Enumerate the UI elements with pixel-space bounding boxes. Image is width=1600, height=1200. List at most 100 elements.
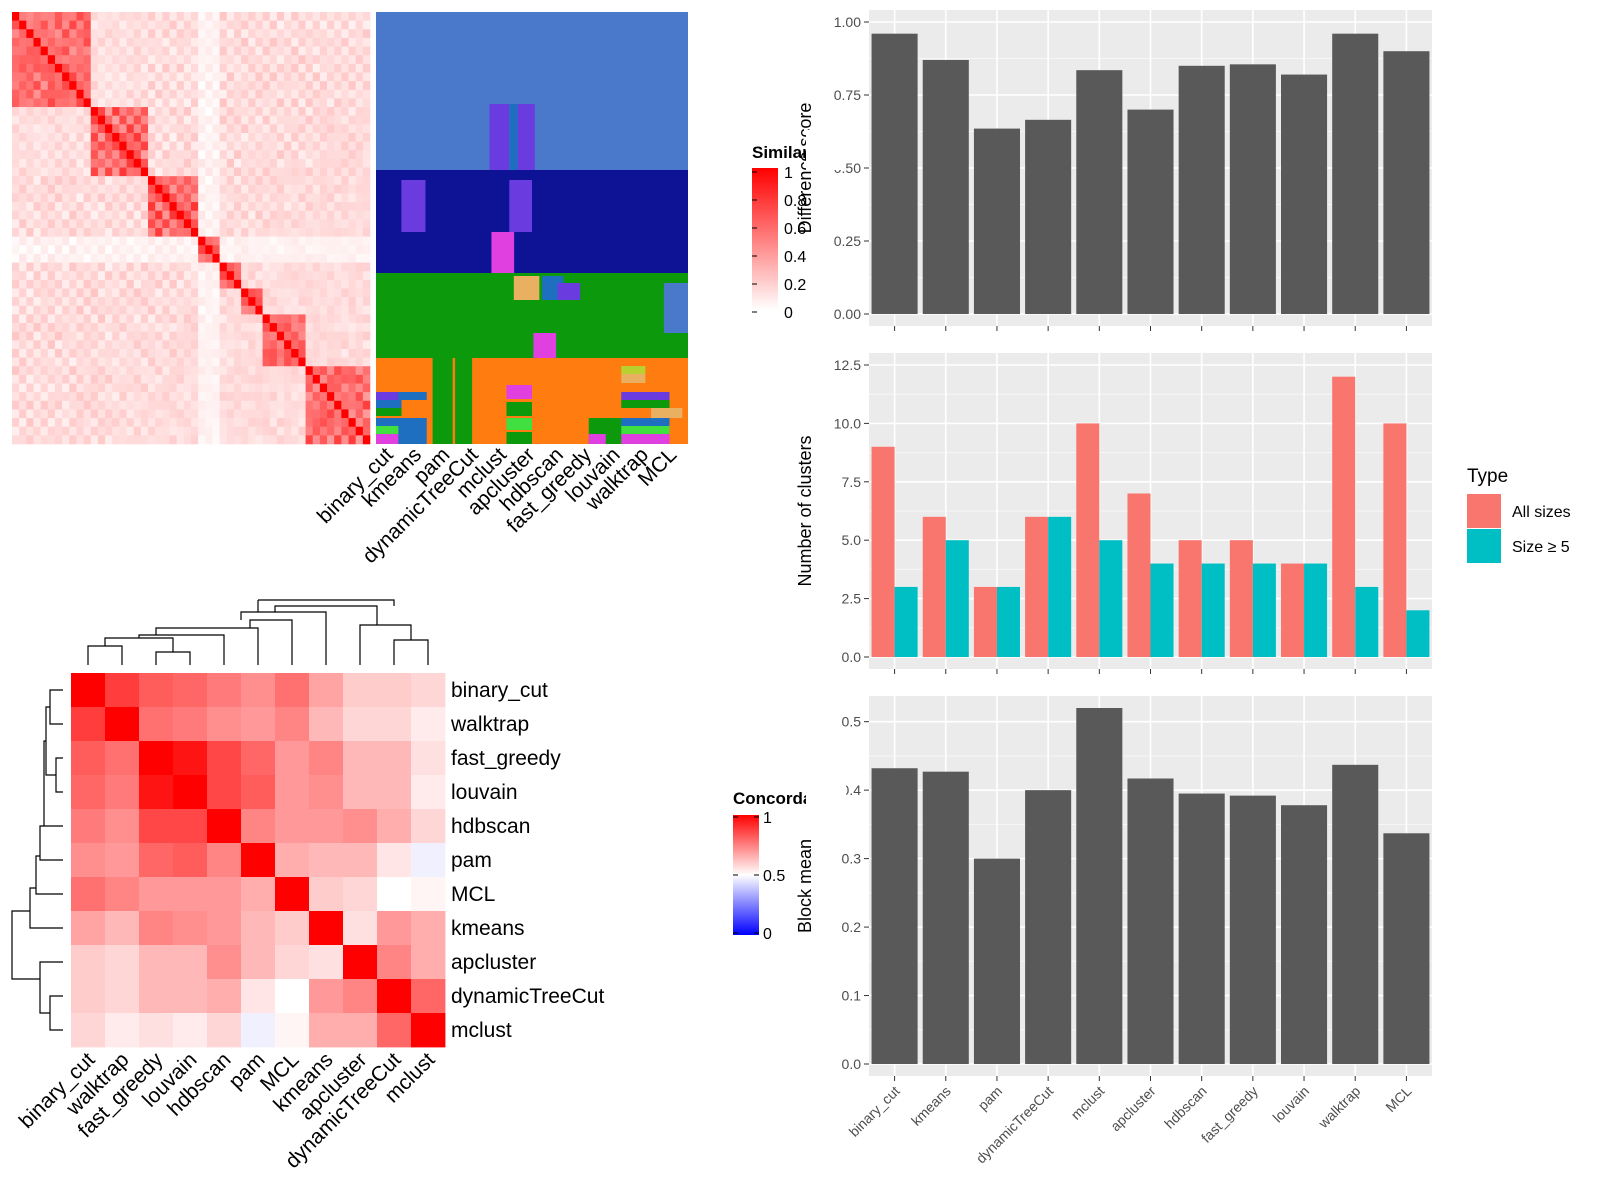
similarity-cell — [355, 366, 364, 376]
similarity-cell — [47, 63, 56, 73]
similarity-cell — [62, 124, 70, 134]
similarity-cell — [183, 228, 192, 237]
similarity-cell — [40, 409, 49, 419]
similarity-cell — [62, 374, 70, 384]
similarity-cell — [341, 366, 349, 376]
similarity-cell — [47, 141, 56, 151]
similarity-cell — [341, 107, 349, 116]
concordance-cell — [105, 911, 140, 946]
similarity-cell — [276, 314, 285, 324]
similarity-cell — [348, 279, 356, 289]
similarity-cell — [327, 357, 335, 367]
similarity-cell — [40, 262, 49, 272]
cluster-cell — [621, 408, 646, 418]
similarity-cell — [133, 348, 142, 358]
similarity-cell — [334, 20, 342, 30]
similarity-cell — [348, 314, 356, 324]
similarity-cell — [305, 150, 314, 160]
similarity-cell — [327, 400, 335, 410]
similarity-cell — [47, 202, 56, 212]
similarity-cell — [162, 253, 170, 263]
similarity-cell — [133, 46, 142, 56]
y-tick-label: 0.0 — [842, 649, 862, 665]
similarity-cell — [112, 219, 120, 229]
similarity-cell — [212, 323, 220, 332]
similarity-cell — [341, 374, 349, 384]
similarity-cell — [169, 288, 177, 298]
similarity-cell — [83, 262, 92, 272]
similarity-cell — [54, 305, 63, 315]
similarity-cell — [133, 63, 142, 73]
similarity-cell — [183, 20, 192, 30]
similarity-cell — [76, 176, 84, 186]
similarity-cell — [162, 297, 170, 307]
similarity-cell — [40, 271, 49, 281]
similarity-cell — [169, 314, 177, 324]
similarity-cell — [62, 132, 70, 142]
similarity-cell — [362, 46, 371, 56]
concordance-cell — [309, 843, 344, 878]
similarity-cell — [298, 141, 306, 151]
similarity-cell — [19, 297, 27, 307]
similarity-cell — [191, 115, 199, 125]
similarity-cell — [148, 418, 156, 428]
similarity-cell — [348, 245, 356, 255]
similarity-cell — [140, 184, 149, 194]
similarity-cell — [276, 400, 285, 410]
similarity-cell — [83, 184, 92, 194]
similarity-cell — [226, 46, 235, 56]
similarity-cell — [198, 435, 206, 445]
similarity-cell — [176, 426, 185, 436]
similarity-cell — [169, 305, 177, 315]
similarity-cell — [162, 150, 170, 160]
similarity-legend-colorbar — [752, 168, 778, 310]
similarity-cell — [269, 366, 278, 376]
similarity-cell — [183, 12, 192, 21]
similarity-cell — [62, 418, 70, 428]
concordance-cell — [71, 979, 106, 1014]
similarity-cell — [69, 253, 77, 263]
similarity-cell — [155, 236, 163, 246]
similarity-cell — [284, 29, 292, 39]
similarity-cell — [133, 193, 142, 203]
similarity-cell — [312, 435, 321, 445]
similarity-cell — [119, 323, 127, 332]
similarity-cell — [284, 374, 292, 384]
similarity-cell — [176, 357, 185, 367]
similarity-cell — [219, 219, 228, 229]
similarity-cell — [355, 107, 364, 116]
concordance-cell — [309, 979, 344, 1014]
similarity-cell — [319, 12, 328, 21]
similarity-cell — [155, 323, 163, 332]
similarity-cell — [90, 392, 99, 402]
similarity-cell — [148, 383, 156, 393]
cluster-cell — [621, 392, 670, 400]
similarity-cell — [47, 46, 56, 56]
similarity-cell — [76, 219, 84, 229]
similarity-cell — [69, 98, 77, 108]
similarity-cell — [112, 115, 120, 125]
similarity-cell — [19, 426, 27, 436]
concordance-cell — [173, 945, 208, 980]
similarity-cell — [148, 193, 156, 203]
similarity-cell — [284, 305, 292, 315]
similarity-cell — [112, 331, 120, 341]
similarity-cell — [191, 98, 199, 108]
similarity-cell — [305, 331, 314, 341]
similarity-cell — [97, 426, 106, 436]
similarity-cell — [105, 305, 113, 315]
similarity-cell — [133, 72, 142, 82]
similarity-cell — [284, 20, 292, 30]
similarity-cell — [12, 245, 20, 255]
similarity-cell — [312, 158, 321, 168]
similarity-cell — [169, 331, 177, 341]
similarity-cell — [76, 357, 84, 367]
bar — [945, 540, 969, 657]
concordance-cell — [411, 843, 446, 878]
similarity-cell — [298, 98, 306, 108]
x-tick-label: mclust — [1068, 1083, 1108, 1123]
similarity-cell — [162, 176, 170, 186]
concordance-legend: Concordance 10.50 — [733, 789, 842, 943]
similarity-cell — [191, 297, 199, 307]
